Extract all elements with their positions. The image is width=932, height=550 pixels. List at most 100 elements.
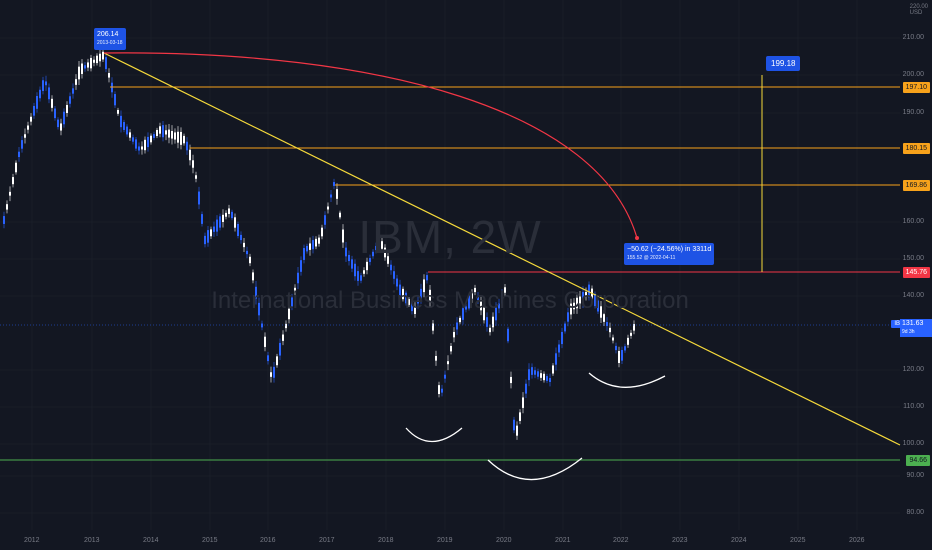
candle-body [375, 245, 377, 251]
time-tick-label: 2015 [202, 537, 218, 544]
target-callout[interactable]: 199.18 [766, 56, 801, 71]
last-price-value: 131.63 [902, 320, 924, 327]
candle-body [540, 373, 542, 378]
candle-body [537, 371, 539, 377]
candle-body [204, 235, 206, 245]
candle-body [480, 301, 482, 311]
candle-body [621, 350, 623, 361]
candle-body [315, 238, 317, 247]
candle-body [255, 286, 257, 299]
candle-body [195, 175, 197, 179]
candle-body [138, 146, 140, 151]
candle-body [123, 122, 125, 130]
top-price-label: 220.00 [909, 4, 928, 10]
candle-body [627, 337, 629, 345]
candle-body [546, 376, 548, 381]
price-tick-label: 140.00 [902, 292, 924, 299]
candle-body [336, 189, 338, 199]
candle-body [606, 322, 608, 326]
pattern-arc-right[interactable] [588, 372, 666, 388]
candle-body [372, 251, 374, 257]
candle-body [84, 65, 86, 69]
candle-body [438, 385, 440, 395]
measure-point[interactable] [635, 236, 639, 240]
candle-body [462, 308, 464, 320]
candle-body [57, 119, 59, 128]
candle-body [183, 135, 185, 144]
high-callout[interactable]: 206.14 2013-03-18 [94, 28, 126, 50]
candle-body [321, 227, 323, 237]
pattern-arc-left[interactable] [405, 427, 463, 442]
candle-body [87, 62, 89, 68]
candle-body [219, 216, 221, 228]
candle-body [576, 297, 578, 309]
candle-body [276, 356, 278, 366]
measure-change: −50.62 (−24.56%) in 3311d [627, 246, 712, 253]
time-tick-label: 2025 [790, 537, 806, 544]
candle-body [318, 237, 320, 244]
candle-body [129, 132, 131, 138]
candle-body [339, 212, 341, 218]
candle-body [573, 302, 575, 310]
candle-body [75, 79, 77, 85]
candle-body [450, 345, 452, 352]
candle-body [126, 126, 128, 135]
candle-body [279, 342, 281, 356]
candle-body [12, 177, 14, 185]
candle-body [471, 293, 473, 299]
level-tag-145: 145.76 [902, 267, 930, 278]
candle-body [171, 131, 173, 139]
candle-body [120, 115, 122, 128]
time-tick-label: 2023 [672, 537, 688, 544]
candle-body [66, 105, 68, 113]
price-axis-top: 220.00 USD [910, 4, 928, 16]
candle-body [288, 308, 290, 320]
candle-body [366, 261, 368, 271]
candle-body [108, 73, 110, 78]
candle-body [222, 214, 224, 222]
candle-body [81, 63, 83, 74]
candle-body [348, 254, 350, 262]
candle-body [405, 292, 407, 304]
candle-body [36, 95, 38, 109]
time-tick-label: 2019 [437, 537, 453, 544]
candle-body [528, 369, 530, 381]
candle-body [273, 366, 275, 378]
currency-label: USD [909, 10, 923, 16]
last-price-tag: 131.63 9d 3h [900, 319, 932, 337]
candle-body [429, 289, 431, 302]
candle-body [180, 131, 182, 145]
time-tick-label: 2013 [84, 537, 100, 544]
candle-body [447, 361, 449, 365]
candle-body [213, 226, 215, 232]
candle-body [624, 346, 626, 351]
candle-body [207, 230, 209, 243]
candle-body [609, 327, 611, 333]
high-value: 206.14 [97, 31, 119, 38]
candle-body [264, 336, 266, 347]
measure-callout[interactable]: −50.62 (−24.56%) in 3311d 155.52 @ 2022-… [624, 243, 715, 265]
candle-body [456, 322, 458, 330]
candle-body [147, 136, 149, 148]
pattern-arc-middle[interactable] [487, 457, 583, 481]
candle-body [105, 57, 107, 70]
candle-body [585, 292, 587, 296]
candle-body [174, 132, 176, 140]
candle-body [345, 247, 347, 257]
candle-body [420, 288, 422, 299]
candle-body [444, 374, 446, 379]
candle-body [399, 284, 401, 296]
candle-body [60, 123, 62, 131]
price-tick-label: 80.00 [906, 509, 924, 516]
candle-body [6, 204, 8, 210]
candle-body [507, 328, 509, 342]
candle-body [216, 219, 218, 232]
candle-body [582, 291, 584, 303]
trendline[interactable] [103, 52, 901, 446]
measure-arc[interactable] [103, 52, 638, 239]
candle-body [159, 126, 161, 134]
candle-body [303, 248, 305, 260]
candle-body [534, 370, 536, 375]
candle-body [102, 51, 104, 60]
